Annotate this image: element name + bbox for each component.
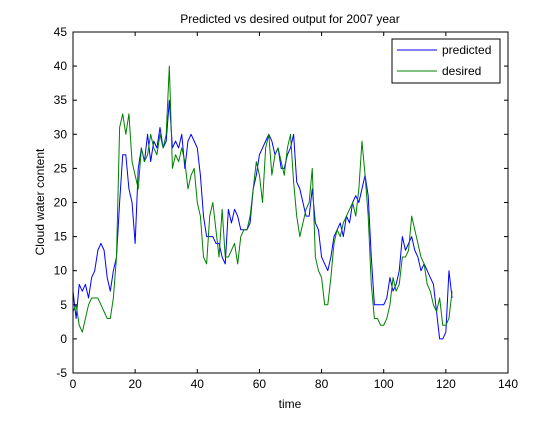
series-line-desired <box>72 65 453 333</box>
x-tick-label: 0 <box>70 377 77 391</box>
y-tick-label: 15 <box>54 230 68 244</box>
x-tick-label: 40 <box>191 377 205 391</box>
y-tick-label: 0 <box>60 332 67 346</box>
x-tick-label: 60 <box>253 377 267 391</box>
legend-label-predicted: predicted <box>442 43 491 57</box>
y-tick-label: 35 <box>54 93 68 107</box>
y-tick-label: 20 <box>54 196 68 210</box>
x-axis-label: time <box>279 397 302 411</box>
x-tick-label: 140 <box>498 377 518 391</box>
y-tick-label: -5 <box>56 366 67 380</box>
plot-area <box>73 32 508 373</box>
x-tick-label: 120 <box>436 377 456 391</box>
series-layer <box>72 65 453 340</box>
y-tick-label: 5 <box>60 298 67 312</box>
chart-title: Predicted vs desired output for 2007 yea… <box>180 12 399 26</box>
series-line-predicted <box>72 99 453 340</box>
x-tick-label: 20 <box>128 377 142 391</box>
x-tick-label: 100 <box>374 377 394 391</box>
legend-label-desired: desired <box>442 64 481 78</box>
x-tick-label: 80 <box>315 377 329 391</box>
y-tick-label: 45 <box>54 25 68 39</box>
y-tick-label: 25 <box>54 161 68 175</box>
y-axis-label: Cloud water content <box>33 148 47 255</box>
y-tick-label: 40 <box>54 59 68 73</box>
legend-box <box>391 38 501 84</box>
y-tick-label: 30 <box>54 127 68 141</box>
legend: predicted desired <box>391 38 501 84</box>
y-tick-label: 10 <box>54 264 68 278</box>
